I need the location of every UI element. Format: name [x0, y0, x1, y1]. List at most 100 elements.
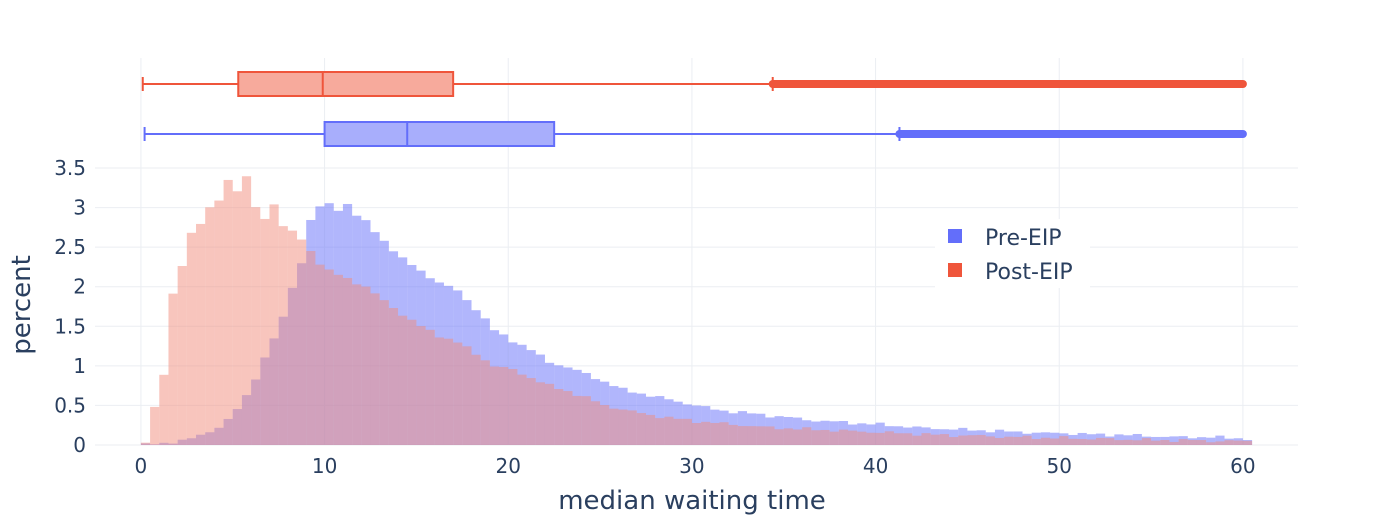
- box-iqr: [323, 121, 556, 147]
- x-tick-label: 40: [863, 454, 888, 478]
- post-eip-bar: [1196, 440, 1207, 445]
- post-eip-bar: [985, 436, 995, 445]
- post-eip-bar: [958, 435, 968, 445]
- x-tick-label: 10: [312, 454, 337, 478]
- legend-label-post-eip: Post-EIP: [985, 260, 1073, 285]
- post-eip-bar: [499, 366, 509, 445]
- post-eip-bars: [140, 176, 1253, 445]
- post-eip-bar: [196, 223, 206, 445]
- pre-eip-bar: [1169, 436, 1179, 445]
- post-eip-bar: [838, 429, 849, 445]
- post-eip-bar: [618, 409, 628, 445]
- post-eip-bar: [306, 250, 316, 445]
- post-eip-bar: [994, 437, 1005, 445]
- y-tick-label: 1: [73, 354, 86, 378]
- post-eip-bar: [939, 434, 950, 445]
- x-tick-label: 50: [1047, 454, 1072, 478]
- post-eip-bar: [765, 426, 775, 445]
- post-eip-bar: [572, 395, 582, 445]
- post-eip-bar: [1059, 436, 1069, 445]
- post-eip-bar: [140, 442, 151, 445]
- post-eip-bar: [333, 274, 343, 445]
- post-eip-bar: [407, 319, 417, 445]
- post-eip-bar: [1040, 437, 1051, 445]
- post-eip-bar: [379, 300, 389, 445]
- post-eip-bar: [1004, 436, 1014, 445]
- pre-eip-bar: [1215, 435, 1225, 445]
- post-eip-bar: [223, 179, 233, 445]
- post-eip-bar: [480, 360, 490, 445]
- post-eip-bar: [342, 277, 353, 445]
- post-eip-bar: [636, 413, 646, 445]
- post-eip-bar: [1086, 439, 1096, 445]
- post-eip-bar: [471, 354, 481, 445]
- post-eip-bar: [820, 429, 830, 445]
- post-eip-bar: [214, 200, 224, 445]
- post-eip-bar: [976, 434, 986, 445]
- post-eip-bar: [1224, 440, 1234, 445]
- post-eip-bar: [967, 435, 977, 445]
- post-eip-bar: [1206, 442, 1216, 445]
- x-tick-label: 30: [679, 454, 704, 478]
- post-eip-bar: [205, 207, 215, 445]
- post-eip-bar: [1068, 438, 1078, 445]
- post-eip-bar: [416, 326, 426, 445]
- post-eip-bar: [866, 432, 876, 445]
- legend-item-post-eip[interactable]: Post-EIP: [948, 260, 1073, 285]
- y-tick-label: 2: [73, 275, 86, 299]
- post-eip-bar: [1215, 441, 1225, 445]
- post-eip-bar: [645, 414, 656, 445]
- post-eip-bar: [232, 191, 242, 445]
- post-eip-bar: [1077, 439, 1087, 445]
- post-eip-bar: [177, 265, 187, 445]
- post-eip-bar: [297, 239, 307, 445]
- post-eip-bar: [425, 329, 435, 445]
- post-eip-bar: [278, 226, 288, 445]
- post-eip-bar: [912, 435, 922, 445]
- pre-eip-bar: [994, 429, 1005, 445]
- post-eip-bar: [352, 284, 362, 445]
- post-eip-bar: [673, 418, 683, 445]
- post-eip-bar: [1187, 440, 1197, 445]
- post-eip-bar: [398, 315, 408, 445]
- x-tick-label: 0: [135, 454, 148, 478]
- post-eip-bar: [875, 432, 885, 445]
- post-eip-bar: [747, 426, 757, 445]
- post-eip-bar: [590, 401, 601, 445]
- post-eip-bar: [388, 308, 399, 445]
- post-eip-bar: [949, 437, 959, 445]
- post-eip-bar: [508, 368, 518, 445]
- post-eip-bar: [1114, 440, 1124, 445]
- legend-swatch-pre-eip: [948, 229, 962, 243]
- y-tick-label: 1.5: [54, 314, 86, 338]
- post-eip-bar: [627, 410, 637, 445]
- post-eip-bar: [361, 286, 371, 445]
- y-tick-label: 2.5: [54, 235, 86, 259]
- box-plots: [141, 71, 1247, 147]
- post-eip-bar: [1022, 435, 1032, 445]
- post-eip-bar: [893, 433, 904, 445]
- x-axis-label: median waiting time: [558, 486, 826, 516]
- post-eip-bar: [168, 293, 178, 445]
- post-eip-bar: [150, 406, 160, 445]
- post-eip-bar: [1151, 440, 1161, 445]
- post-eip-bar: [1132, 440, 1142, 445]
- pre-eip-bar: [1132, 433, 1142, 445]
- pre-eip-bar: [1114, 434, 1124, 445]
- post-eip-bar: [609, 408, 619, 445]
- post-eip-bar: [370, 293, 380, 445]
- post-eip-bar: [443, 338, 454, 445]
- legend-label-pre-eip: Pre-EIP: [985, 226, 1062, 251]
- post-eip-bar: [260, 218, 270, 445]
- legend-item-pre-eip[interactable]: Pre-EIP: [948, 226, 1062, 251]
- legend-swatch-post-eip: [948, 263, 962, 277]
- post-eip-bar: [737, 426, 748, 445]
- post-eip-bar: [884, 431, 894, 445]
- post-eip-bar: [664, 416, 674, 445]
- post-eip-bar: [1160, 439, 1170, 445]
- post-eip-bar: [701, 421, 711, 445]
- post-eip-bar: [489, 366, 500, 445]
- post-eip-bar: [792, 429, 803, 445]
- post-eip-bar: [1141, 438, 1152, 445]
